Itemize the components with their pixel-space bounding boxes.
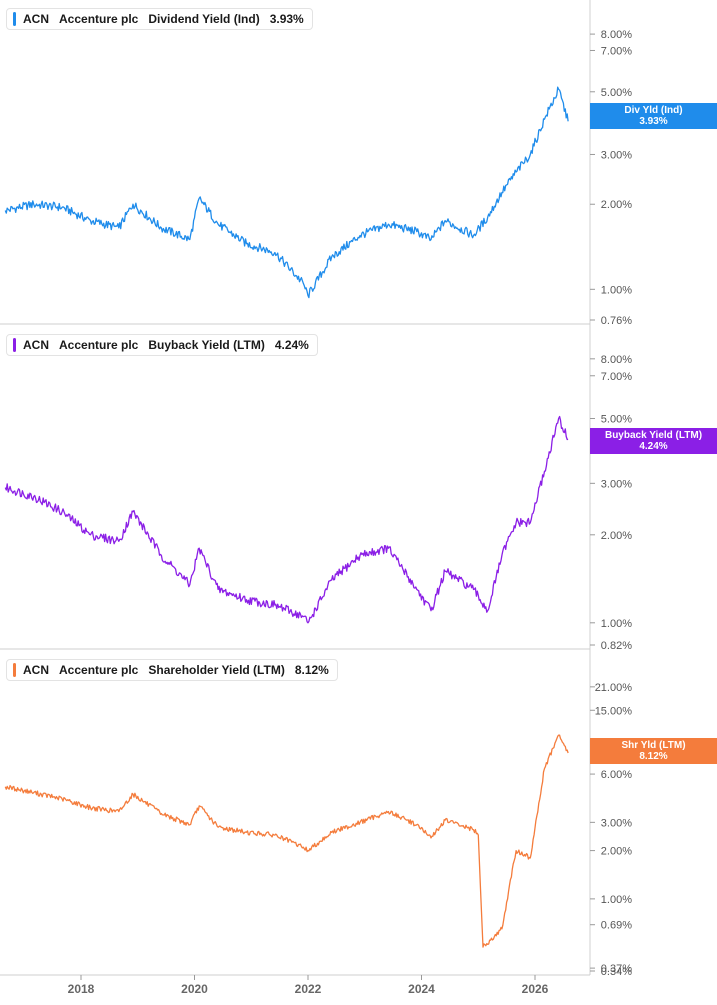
metric-value: 4.24% (274, 338, 309, 352)
y-tick-label: 8.00% (601, 29, 632, 41)
y-tick-label: 1.00% (601, 894, 632, 906)
panel-2-title: ACN Accenture plc Buyback Yield (LTM) 4.… (6, 334, 318, 356)
ticker-label: ACN (23, 663, 49, 677)
y-tick-label: 2.00% (601, 846, 632, 858)
y-tick-label: 21.00% (595, 682, 633, 694)
metric-label: Shareholder Yield (LTM) (148, 663, 285, 677)
flag-label: Buyback Yield (LTM) (604, 430, 703, 441)
x-tick-label: 2026 (522, 982, 549, 996)
series-line (4, 415, 569, 624)
x-tick-label: 2020 (181, 982, 208, 996)
y-tick-label: 5.00% (601, 87, 632, 99)
y-tick-label: 3.00% (601, 149, 632, 161)
panel-2-value-flag: Buyback Yield (LTM) 4.24% (590, 428, 717, 454)
ticker-label: ACN (23, 12, 49, 26)
y-tick-label: 0.76% (601, 315, 632, 327)
metric-value: 3.93% (269, 12, 304, 26)
y-tick-label: 5.00% (601, 413, 632, 425)
ticker-label: ACN (23, 338, 49, 352)
metric-value: 8.12% (294, 663, 329, 677)
y-tick-label: 6.00% (601, 769, 632, 781)
flag-value: 4.24% (639, 441, 668, 452)
y-tick-label: 3.00% (601, 478, 632, 490)
y-tick-label: 8.00% (601, 354, 632, 366)
company-label: Accenture plc (59, 338, 139, 352)
y-tick-label: 2.00% (601, 199, 632, 211)
series-line (4, 86, 569, 299)
metric-label: Buyback Yield (LTM) (148, 338, 265, 352)
y-tick-label: 15.00% (595, 705, 633, 717)
y-tick-label: 1.00% (601, 284, 632, 296)
company-label: Accenture plc (59, 663, 139, 677)
panel-1-title: ACN Accenture plc Dividend Yield (Ind) 3… (6, 8, 313, 30)
y-tick-label: 3.00% (601, 817, 632, 829)
y-tick-label: 2.00% (601, 530, 632, 542)
flag-label: Div Yld (Ind) (624, 105, 683, 116)
flag-value: 8.12% (639, 751, 668, 762)
flag-value: 3.93% (639, 116, 668, 127)
series-color-swatch (13, 338, 16, 352)
series-line (4, 734, 569, 948)
metric-label: Dividend Yield (Ind) (148, 12, 260, 26)
panel-3-title: ACN Accenture plc Shareholder Yield (LTM… (6, 659, 338, 681)
y-tick-label: 7.00% (601, 371, 632, 383)
x-tick-label: 2022 (295, 982, 322, 996)
y-tick-label: 0.34% (601, 966, 632, 978)
y-tick-label: 0.37% (601, 963, 632, 975)
flag-label: Shr Yld (LTM) (621, 740, 686, 751)
y-tick-label: 0.82% (601, 640, 632, 652)
y-tick-label: 0.69% (601, 920, 632, 932)
y-tick-label: 1.00% (601, 618, 632, 630)
panel-3-value-flag: Shr Yld (LTM) 8.12% (590, 738, 717, 764)
series-color-swatch (13, 663, 16, 677)
series-color-swatch (13, 12, 16, 26)
y-tick-label: 7.00% (601, 45, 632, 57)
panel-1-value-flag: Div Yld (Ind) 3.93% (590, 103, 717, 129)
company-label: Accenture plc (59, 12, 139, 26)
x-tick-label: 2024 (408, 982, 435, 996)
x-tick-label: 2018 (68, 982, 95, 996)
